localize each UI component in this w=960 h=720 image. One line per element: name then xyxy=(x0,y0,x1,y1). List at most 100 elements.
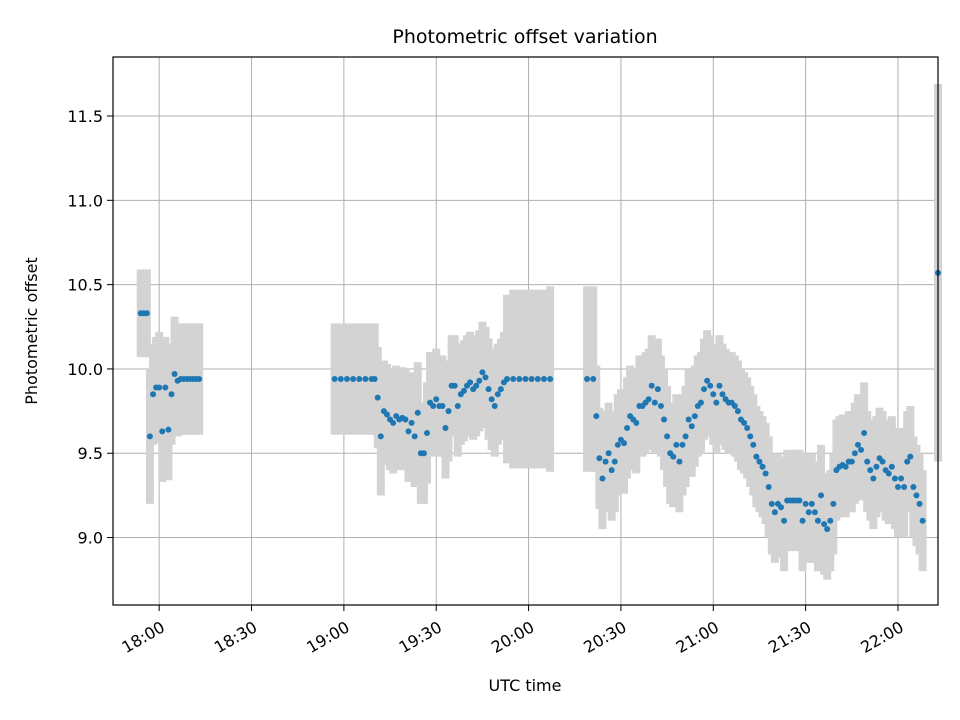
data-point xyxy=(156,384,163,391)
data-point xyxy=(808,500,815,507)
data-point xyxy=(473,382,480,389)
data-point xyxy=(867,467,874,474)
data-point xyxy=(343,376,350,383)
data-point xyxy=(750,441,757,448)
data-point xyxy=(405,428,412,435)
data-point xyxy=(491,403,498,410)
data-point xyxy=(818,492,825,499)
data-point xyxy=(454,403,461,410)
data-point xyxy=(870,475,877,482)
data-point xyxy=(608,467,615,474)
data-point xyxy=(858,446,865,453)
data-point xyxy=(741,419,748,426)
data-point xyxy=(802,500,809,507)
data-point xyxy=(697,399,704,406)
data-point xyxy=(374,394,381,401)
data-point xyxy=(331,376,338,383)
plot-frame xyxy=(112,56,939,606)
data-point xyxy=(590,376,597,383)
data-point xyxy=(704,377,711,384)
data-point xyxy=(162,384,169,391)
data-point xyxy=(765,483,772,490)
data-point xyxy=(442,424,449,431)
data-point xyxy=(734,408,741,415)
data-point xyxy=(827,517,834,524)
data-point xyxy=(894,483,901,490)
data-point xyxy=(685,416,692,423)
data-point xyxy=(171,370,178,377)
data-point xyxy=(821,521,828,528)
data-point xyxy=(713,399,720,406)
data-point xyxy=(885,470,892,477)
data-point xyxy=(888,463,895,470)
data-point xyxy=(688,423,695,430)
y-tick-label: 9.5 xyxy=(78,444,103,463)
data-point xyxy=(756,458,763,465)
data-point xyxy=(593,413,600,420)
data-point xyxy=(408,419,415,426)
data-point xyxy=(356,376,363,383)
y-tick-label: 10.0 xyxy=(67,360,103,379)
y-tick-label: 9.0 xyxy=(78,529,103,548)
data-point xyxy=(476,377,483,384)
data-point xyxy=(768,500,775,507)
data-point xyxy=(528,376,535,383)
data-point xyxy=(651,399,658,406)
data-points xyxy=(137,269,941,533)
data-point xyxy=(848,458,855,465)
data-point xyxy=(814,517,821,524)
data-point xyxy=(759,463,766,470)
data-point xyxy=(485,386,492,393)
data-point xyxy=(510,376,517,383)
data-point xyxy=(916,500,923,507)
data-point xyxy=(805,509,812,516)
data-point xyxy=(371,376,378,383)
data-point xyxy=(411,433,418,440)
data-point xyxy=(337,376,344,383)
data-point xyxy=(414,409,421,416)
data-point xyxy=(534,376,541,383)
data-point xyxy=(584,376,591,383)
data-point xyxy=(682,433,689,440)
data-point xyxy=(907,453,914,460)
data-point xyxy=(494,391,501,398)
data-point xyxy=(516,376,523,383)
data-point xyxy=(796,497,803,504)
data-point xyxy=(664,433,671,440)
data-point xyxy=(716,382,723,389)
data-point xyxy=(150,391,157,398)
y-tick-label: 10.5 xyxy=(67,276,103,295)
data-point xyxy=(747,433,754,440)
data-point xyxy=(479,369,486,376)
data-point xyxy=(497,386,504,393)
data-point xyxy=(719,391,726,398)
data-point xyxy=(621,440,628,447)
data-point xyxy=(430,403,437,410)
data-point xyxy=(196,376,203,383)
data-point xyxy=(654,386,661,393)
data-point xyxy=(168,391,175,398)
data-point xyxy=(861,430,868,437)
data-point xyxy=(504,376,511,383)
data-point xyxy=(744,424,751,431)
data-point xyxy=(701,386,708,393)
data-point xyxy=(645,396,652,403)
data-point xyxy=(753,453,760,460)
x-axis-label: UTC time xyxy=(489,676,562,695)
data-point xyxy=(614,441,621,448)
data-point xyxy=(633,419,640,426)
data-point xyxy=(165,426,172,433)
data-point xyxy=(522,376,529,383)
data-point xyxy=(830,500,837,507)
data-point xyxy=(879,458,886,465)
data-point xyxy=(842,463,849,470)
data-point xyxy=(433,396,440,403)
data-point xyxy=(781,517,788,524)
data-point xyxy=(445,408,452,415)
y-axis-label: Photometric offset xyxy=(22,257,41,405)
data-point xyxy=(439,403,446,410)
data-point xyxy=(910,483,917,490)
y-tick-label: 11.0 xyxy=(67,191,103,210)
data-point xyxy=(482,374,489,381)
data-point xyxy=(778,504,785,511)
